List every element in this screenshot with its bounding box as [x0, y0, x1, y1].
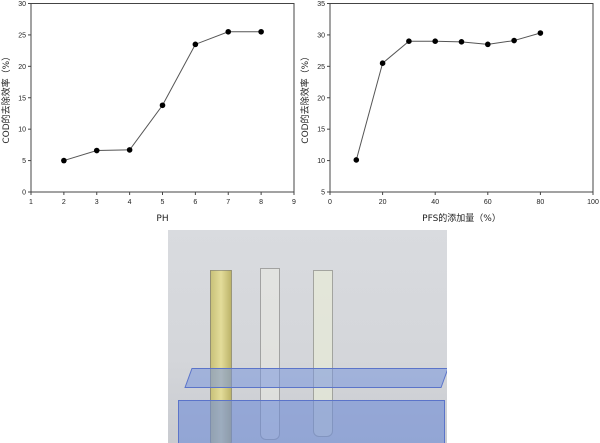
data-point: [485, 41, 491, 48]
x-axis-label: PFS的添加量（%）: [422, 212, 501, 224]
x-tick-label: 40: [431, 199, 439, 206]
x-tick-label: 8: [259, 199, 263, 206]
x-tick-label: 0: [328, 199, 332, 206]
y-tick-label: 0: [22, 190, 26, 197]
x-tick-label: 100: [587, 199, 599, 206]
tube-rack-top: [184, 368, 447, 388]
data-point: [537, 30, 544, 36]
y-tick-label: 25: [18, 32, 26, 39]
y-tick-label: 15: [317, 127, 325, 134]
series-line: [63, 31, 262, 162]
y-tick-label: 30: [317, 32, 325, 39]
data-point: [353, 157, 360, 163]
data-point: [432, 38, 439, 44]
x-axis-label: PH: [156, 214, 168, 224]
y-axis-label: COD的去除效率（%）: [0, 52, 12, 144]
x-tick-label: 3: [95, 199, 99, 206]
y-tick-label: 5: [22, 158, 26, 165]
test-tube-yellow: [210, 270, 232, 443]
data-point: [258, 28, 264, 35]
data-point: [61, 157, 67, 164]
x-tick-label: 1: [29, 199, 33, 206]
y-tick-label: 30: [18, 1, 26, 8]
x-tick-label: 4: [128, 199, 132, 206]
x-tick-label: 9: [292, 199, 296, 206]
data-point: [225, 28, 232, 35]
data-point: [192, 41, 199, 48]
y-tick-label: 25: [317, 64, 325, 71]
y-tick-label: 10: [317, 158, 325, 165]
data-point: [379, 60, 386, 66]
x-tick-label: 5: [161, 199, 165, 206]
x-tick-label: 60: [484, 199, 492, 206]
series-line: [355, 32, 541, 161]
data-point: [126, 147, 133, 153]
x-tick-label: 20: [379, 199, 387, 206]
tube-rack-bottom: [178, 400, 445, 443]
y-tick-label: 15: [18, 95, 26, 102]
y-axis-label: COD的去除效率（%）: [299, 52, 311, 144]
y-tick-label: 5: [321, 190, 325, 197]
x-tick-label: 2: [62, 199, 66, 206]
x-tick-label: 7: [226, 199, 230, 206]
y-tick-label: 35: [317, 1, 325, 8]
test-tube-photo: [168, 230, 447, 443]
plot-frame-1: [329, 3, 594, 193]
y-tick-label: 20: [317, 95, 325, 102]
x-tick-label: 6: [193, 199, 197, 206]
y-tick-label: 10: [18, 127, 26, 134]
data-point: [93, 147, 100, 154]
data-point: [458, 39, 465, 45]
data-point: [511, 37, 517, 44]
x-tick-label: 80: [537, 199, 545, 206]
data-point: [159, 102, 166, 109]
data-point: [406, 38, 412, 44]
y-tick-label: 20: [18, 64, 26, 71]
